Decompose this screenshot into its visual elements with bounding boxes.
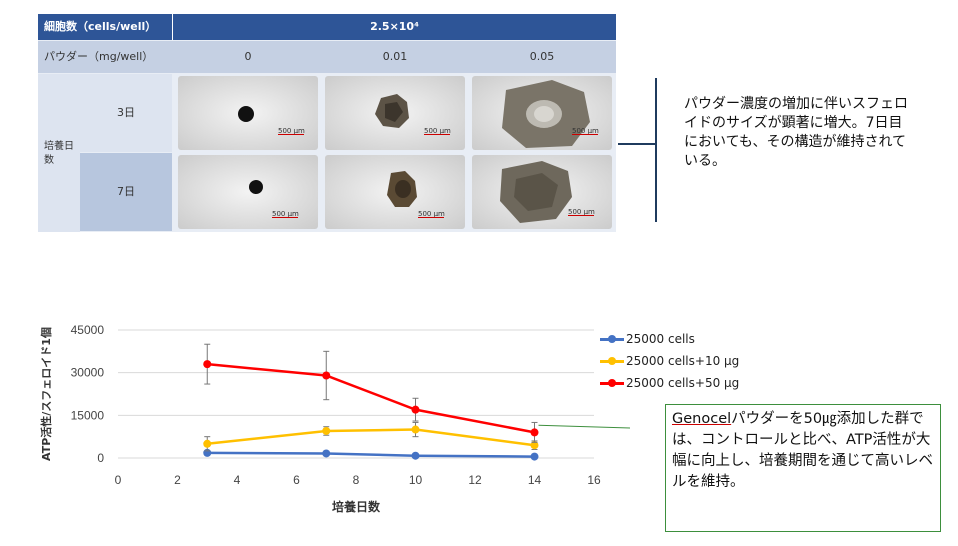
scale-bar-3 <box>572 134 598 135</box>
x-tick-label-5: 10 <box>409 473 423 487</box>
legend-label-10ug: 25000 cells+10 µg <box>626 354 740 368</box>
data-point-s2-0 <box>203 360 212 369</box>
micrograph-day3-1-image <box>325 76 465 150</box>
legend-label-50ug: 25000 cells+50 µg <box>626 376 740 390</box>
day-3-label: 3日 <box>80 74 172 152</box>
cell-count-header-row: 細胞数（cells/well） 2.5×10⁴ <box>38 14 616 40</box>
bracket-tick <box>618 143 656 145</box>
legend-item-control: 25000 cells <box>600 328 739 350</box>
y-tick-label-2: 30000 <box>71 366 105 380</box>
culture-days-label: 培養日数 <box>44 141 74 166</box>
legend-item-10ug: 25000 cells+10 µg <box>600 350 739 372</box>
powder-level-1: 0.01 <box>382 50 408 63</box>
micrograph-day7-0 <box>178 155 318 229</box>
series-line-0 <box>207 451 535 458</box>
scale-label-2: 500 μm <box>424 127 451 135</box>
data-point-s0-3 <box>530 452 539 461</box>
day-7-label: 7日 <box>80 153 172 231</box>
micrograph-day7-2-image <box>472 155 612 229</box>
powder-level-2: 0.05 <box>529 50 555 63</box>
x-tick-label-4: 8 <box>353 473 360 487</box>
series-line-2 <box>207 362 535 434</box>
spheroid-image-table: 細胞数（cells/well） 2.5×10⁴ パウダー（mg/well） 0 … <box>38 14 616 232</box>
data-point-s0-2 <box>411 451 420 460</box>
y-tick-label-1: 15000 <box>71 408 105 422</box>
spheroid-size-note: パウダー濃度の増加に伴いスフェロイドのサイズが顕著に増大。7日目においても、その… <box>684 96 908 169</box>
data-point-s0-1 <box>322 449 331 458</box>
micrograph-day7-0-image <box>178 155 318 229</box>
x-tick-label-1: 2 <box>174 473 181 487</box>
x-tick-label-8: 16 <box>587 473 601 487</box>
powder-header-row: パウダー（mg/well） 0 0.01 0.05 <box>38 41 616 73</box>
data-point-s2-1 <box>322 371 331 380</box>
scale-bar-2 <box>424 134 450 135</box>
powder-label: パウダー（mg/well） <box>44 50 154 63</box>
scale-bar-4 <box>272 217 298 218</box>
x-tick-label-7: 14 <box>528 473 542 487</box>
data-point-s1-2 <box>411 425 420 434</box>
y-tick-label-0: 0 <box>97 451 104 465</box>
micrograph-day3-2-image <box>472 76 612 150</box>
x-tick-label-6: 12 <box>468 473 482 487</box>
scale-label-4: 500 μm <box>272 210 299 218</box>
genocel-term: Genocel <box>672 411 732 427</box>
micrograph-day3-2 <box>472 76 612 150</box>
legend-label-control: 25000 cells <box>626 332 695 346</box>
data-point-s1-0 <box>203 439 212 448</box>
bracket-line <box>655 78 657 222</box>
chart-legend: 25000 cells 25000 cells+10 µg 25000 cell… <box>600 328 739 394</box>
x-axis-label: 培養日数 <box>332 499 381 514</box>
data-point-s1-3 <box>530 441 539 450</box>
micrograph-day7-1 <box>325 155 465 229</box>
y-tick-label-3: 45000 <box>71 323 105 337</box>
micrograph-day3-0-image <box>178 76 318 150</box>
callout-connector <box>538 424 630 429</box>
scale-label-5: 500 μm <box>418 210 445 218</box>
data-point-s1-1 <box>322 426 331 435</box>
micrograph-day7-2 <box>472 155 612 229</box>
micrograph-day3-0 <box>178 76 318 150</box>
series-line-1 <box>207 428 535 447</box>
scale-bar-1 <box>278 134 304 135</box>
scale-label-1: 500 μm <box>278 127 305 135</box>
scale-bar-5 <box>418 217 444 218</box>
x-tick-label-2: 4 <box>234 473 241 487</box>
powder-level-0: 0 <box>244 50 252 63</box>
y-axis-label: ATP活性/スフェロイド1個 <box>39 327 53 461</box>
x-tick-label-0: 0 <box>115 473 122 487</box>
cell-count-label: 細胞数（cells/well） <box>44 20 157 33</box>
micrograph-day3-1 <box>325 76 465 150</box>
scale-label-3: 500 μm <box>572 127 599 135</box>
atp-callout-box: Genocelパウダーを50㎍添加した群では、コントロールと比べ、ATP活性が大… <box>665 404 941 532</box>
x-tick-label-3: 6 <box>293 473 300 487</box>
callout-text: パウダーを50㎍添加した群では、コントロールと比べ、ATP活性が大幅に向上し、培… <box>672 411 933 490</box>
cell-count-value: 2.5×10⁴ <box>172 14 616 40</box>
data-point-s2-2 <box>411 405 420 414</box>
micrograph-day7-1-image <box>325 155 465 229</box>
scale-label-6: 500 μm <box>568 208 595 216</box>
legend-item-50ug: 25000 cells+50 µg <box>600 372 739 394</box>
atp-activity-chart: 0 15000 30000 45000 0 2 4 6 8 10 12 14 16 培養日数 ATP活性/ス… <box>39 323 630 514</box>
culture-days-side: 培養日数 <box>38 74 80 232</box>
scale-bar-6 <box>568 215 594 216</box>
data-point-s2-3 <box>530 428 539 437</box>
